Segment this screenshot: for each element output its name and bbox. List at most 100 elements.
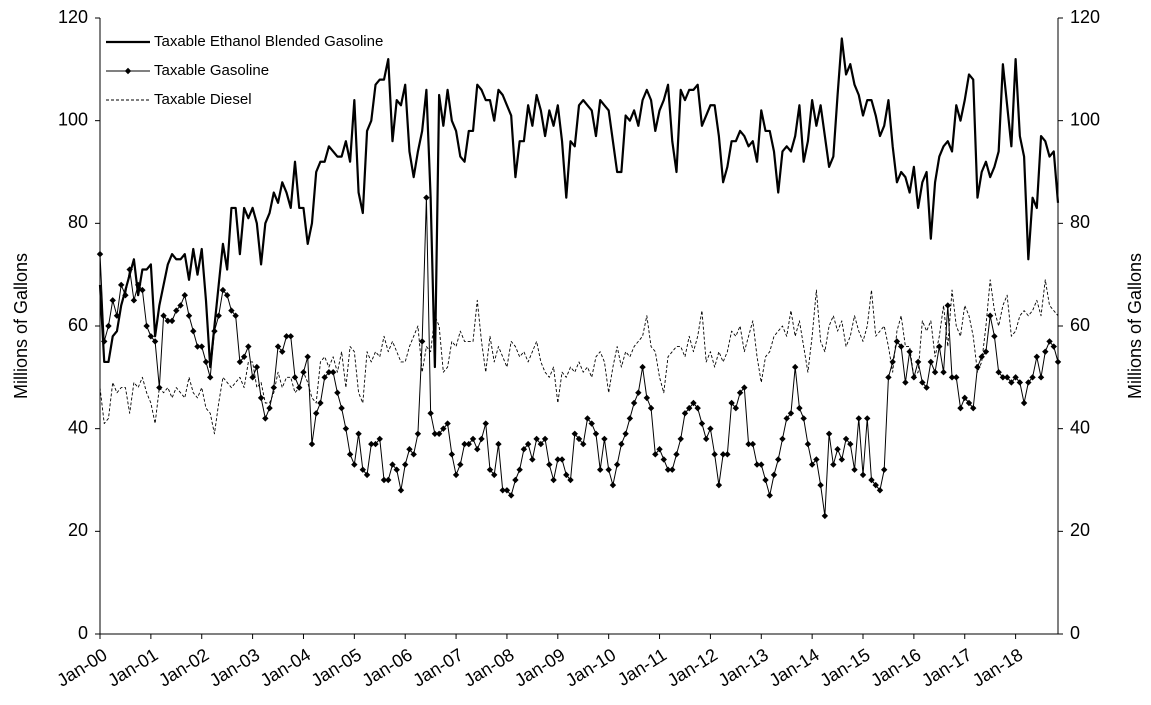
- data-point: [304, 353, 311, 360]
- y-tick-label: 0: [78, 623, 88, 643]
- data-point: [864, 415, 871, 422]
- data-point: [173, 307, 180, 314]
- data-point: [953, 374, 960, 381]
- data-point: [859, 471, 867, 479]
- x-tick-label: Jan-00: [53, 644, 110, 690]
- data-point: [202, 358, 210, 366]
- data-point: [919, 379, 926, 386]
- data-point: [821, 512, 829, 520]
- data-point: [198, 343, 205, 350]
- x-tick-label: Jan-08: [460, 644, 517, 690]
- data-point: [109, 297, 116, 304]
- data-point: [885, 374, 892, 381]
- data-point: [122, 292, 129, 299]
- data-point: [338, 404, 345, 412]
- data-point: [164, 317, 172, 325]
- x-tick-label: Jan-15: [816, 644, 873, 690]
- data-point: [889, 358, 896, 366]
- data-point: [372, 440, 379, 448]
- data-point: [117, 281, 125, 289]
- data-point: [533, 435, 540, 443]
- data-point: [287, 333, 294, 340]
- data-point: [423, 194, 430, 201]
- data-point: [664, 466, 672, 473]
- series-line: [99, 279, 1059, 435]
- data-point: [592, 430, 600, 437]
- data-point: [190, 327, 197, 335]
- data-point: [842, 435, 850, 443]
- x-tick-label: Jan-11: [614, 644, 670, 689]
- data-point: [236, 358, 244, 366]
- data-point: [563, 471, 570, 479]
- data-point: [431, 430, 439, 437]
- data-point: [520, 446, 528, 453]
- data-point: [363, 471, 371, 479]
- data-point: [262, 415, 269, 422]
- y-tick-label: 60: [68, 315, 88, 335]
- data-point: [804, 440, 812, 448]
- data-point: [779, 435, 786, 443]
- data-point: [143, 322, 150, 330]
- data-point: [101, 338, 108, 345]
- x-tick-label: Jan-06: [359, 644, 416, 690]
- data-point: [351, 461, 358, 468]
- data-point: [393, 466, 400, 473]
- data-point: [546, 461, 553, 468]
- x-tick-label: Jan-13: [715, 644, 772, 690]
- y2-axis-title: Millions of Gallons: [1125, 253, 1145, 399]
- data-point: [380, 476, 388, 484]
- data-point: [630, 399, 638, 407]
- data-point: [550, 476, 557, 484]
- data-point: [970, 404, 977, 412]
- data-point: [618, 440, 625, 448]
- data-point: [113, 312, 121, 319]
- data-point: [554, 456, 562, 463]
- data-point: [575, 435, 583, 443]
- data-point: [482, 420, 489, 427]
- y2-tick-label: 20: [1070, 520, 1090, 540]
- data-point: [681, 410, 689, 417]
- data-point: [414, 430, 422, 437]
- data-point: [105, 322, 112, 330]
- data-point: [355, 430, 362, 437]
- y2-tick-label: 0: [1070, 623, 1080, 643]
- y-axis-title: Millions of Gallons: [11, 253, 31, 399]
- data-point: [881, 466, 888, 473]
- x-tick-label: Jan-05: [308, 644, 365, 690]
- data-point: [732, 404, 740, 412]
- data-point: [724, 451, 731, 458]
- data-point: [647, 404, 655, 412]
- data-point: [978, 353, 985, 360]
- data-point: [1020, 399, 1028, 407]
- data-point: [622, 430, 629, 437]
- data-point: [1012, 374, 1019, 381]
- data-point: [359, 466, 367, 473]
- data-point: [147, 333, 155, 340]
- data-point: [707, 425, 714, 432]
- data-point: [139, 286, 146, 294]
- x-tick-label: Jan-01: [104, 644, 161, 690]
- legend-marker: [124, 67, 132, 75]
- data-point: [770, 471, 778, 479]
- data-point: [999, 374, 1007, 381]
- data-point: [567, 476, 574, 484]
- data-point: [605, 466, 612, 473]
- data-point: [711, 451, 718, 458]
- y-tick-label: 20: [68, 520, 88, 540]
- data-point: [762, 476, 769, 484]
- data-point: [753, 461, 761, 468]
- data-point: [995, 369, 1002, 376]
- data-point: [385, 476, 392, 484]
- data-point: [813, 456, 820, 463]
- data-point: [469, 435, 477, 443]
- data-point: [686, 404, 693, 412]
- data-point: [1025, 379, 1032, 386]
- data-point: [130, 297, 138, 304]
- data-point: [448, 451, 456, 458]
- data-point: [283, 333, 290, 340]
- data-point: [906, 348, 913, 355]
- data-point: [499, 487, 506, 494]
- data-point: [516, 466, 523, 473]
- data-point: [656, 446, 663, 453]
